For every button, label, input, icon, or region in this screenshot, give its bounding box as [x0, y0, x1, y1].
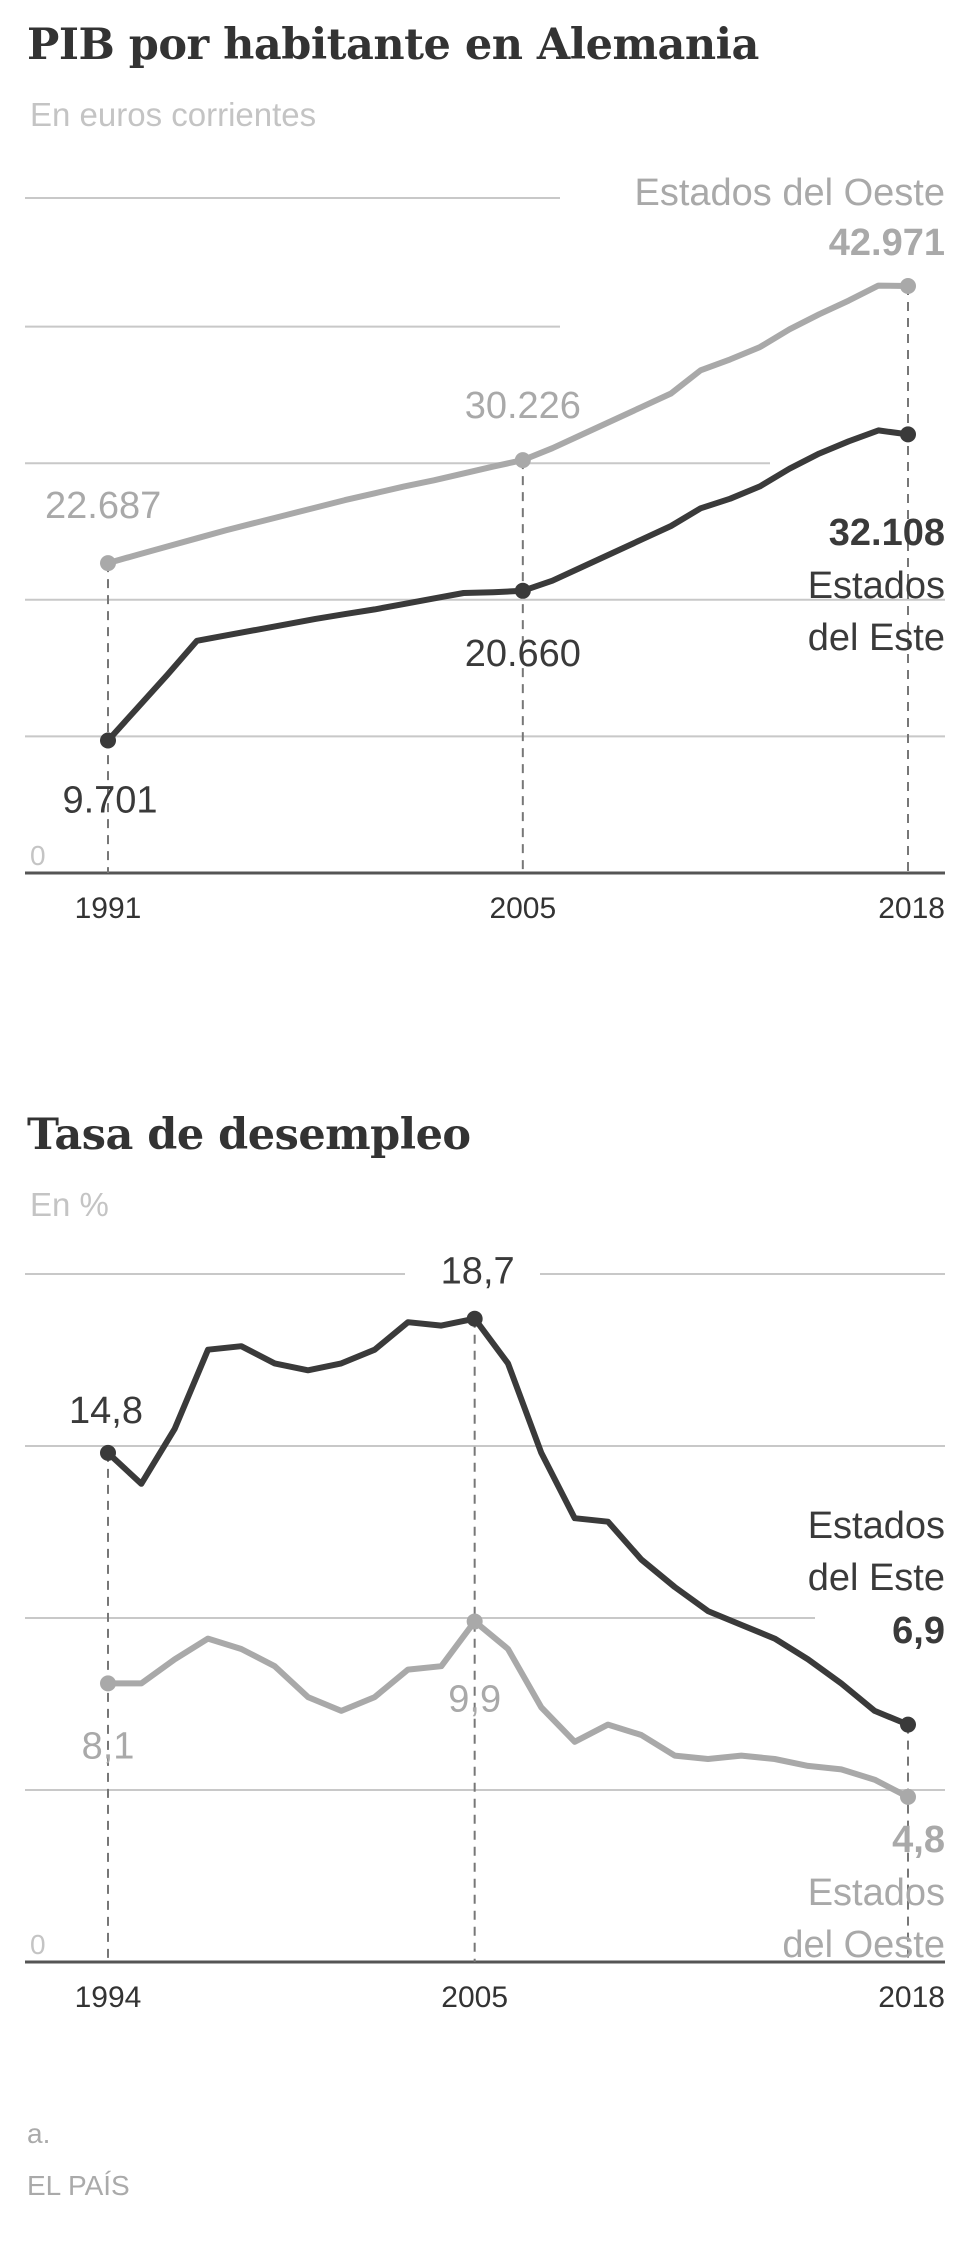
data-point [514, 582, 531, 599]
value-label-east-mid: 18,7 [441, 1251, 515, 1293]
value-label-east-start: 14,8 [69, 1390, 143, 1432]
gdp-chart: 0 1991 2005 2018 22.687 30.226 Estados del Oes… [25, 172, 945, 925]
chart1-title: PIB por habitante en Alemania [27, 20, 759, 70]
data-point [900, 1788, 916, 1805]
chart2-subtitle: En % [30, 1186, 109, 1223]
value-label-west-start: 22.687 [45, 485, 161, 527]
series-line-west [105, 282, 911, 567]
y-zero-label: 0 [30, 1929, 46, 1960]
legend-west: Estados del Oeste [634, 172, 945, 214]
data-point [100, 1675, 116, 1692]
series-line-east [105, 427, 911, 744]
data-point [900, 426, 916, 443]
y-zero-label: 0 [30, 840, 46, 871]
value-label-east-end: 32.108 [829, 512, 945, 554]
x-tick-label: 1991 [75, 892, 142, 925]
series-line-east [105, 1315, 911, 1728]
x-tick-label: 2005 [441, 1981, 508, 2014]
series-line-west [105, 1618, 911, 1800]
value-label-east-mid: 20.660 [465, 633, 581, 675]
footer-source: EL PAÍS [27, 2170, 130, 2201]
data-point [466, 1310, 483, 1327]
value-label-west-start: 8,1 [82, 1725, 135, 1767]
legend-east-line2: del Este [808, 617, 945, 659]
value-label-east-start: 9.701 [62, 779, 157, 821]
value-label-west-mid: 30.226 [465, 385, 581, 427]
legend-west-line1: Estados [808, 1872, 945, 1914]
legend-east-line2: del Este [808, 1557, 945, 1599]
legend-east-line1: Estados [808, 565, 945, 607]
data-point [514, 452, 531, 469]
value-label-east-end: 6,9 [892, 1610, 945, 1652]
data-point [900, 1716, 916, 1733]
legend-west-line2: del Oeste [782, 1924, 945, 1966]
unemployment-chart: 0 1994 2005 2018 14,8 18,7 Estados del Este 6,9 8… [25, 1251, 945, 2014]
data-point [466, 1613, 483, 1630]
legend-east-line1: Estados [808, 1505, 945, 1547]
x-tick-label: 2018 [878, 1981, 945, 2014]
x-tick-label: 1994 [75, 1981, 142, 2014]
chart2-title: Tasa de desempleo [27, 1110, 471, 1160]
footer-note: a. [27, 2118, 51, 2149]
data-point [900, 278, 916, 295]
value-label-west-end: 4,8 [892, 1819, 945, 1861]
data-point [100, 1444, 116, 1461]
x-tick-label: 2018 [878, 892, 945, 925]
value-label-west-end: 42.971 [829, 222, 945, 264]
data-point [100, 555, 116, 572]
data-point [100, 732, 116, 749]
value-label-west-mid: 9,9 [448, 1678, 501, 1720]
x-tick-label: 2005 [489, 892, 556, 925]
chart1-subtitle: En euros corrientes [30, 96, 317, 133]
